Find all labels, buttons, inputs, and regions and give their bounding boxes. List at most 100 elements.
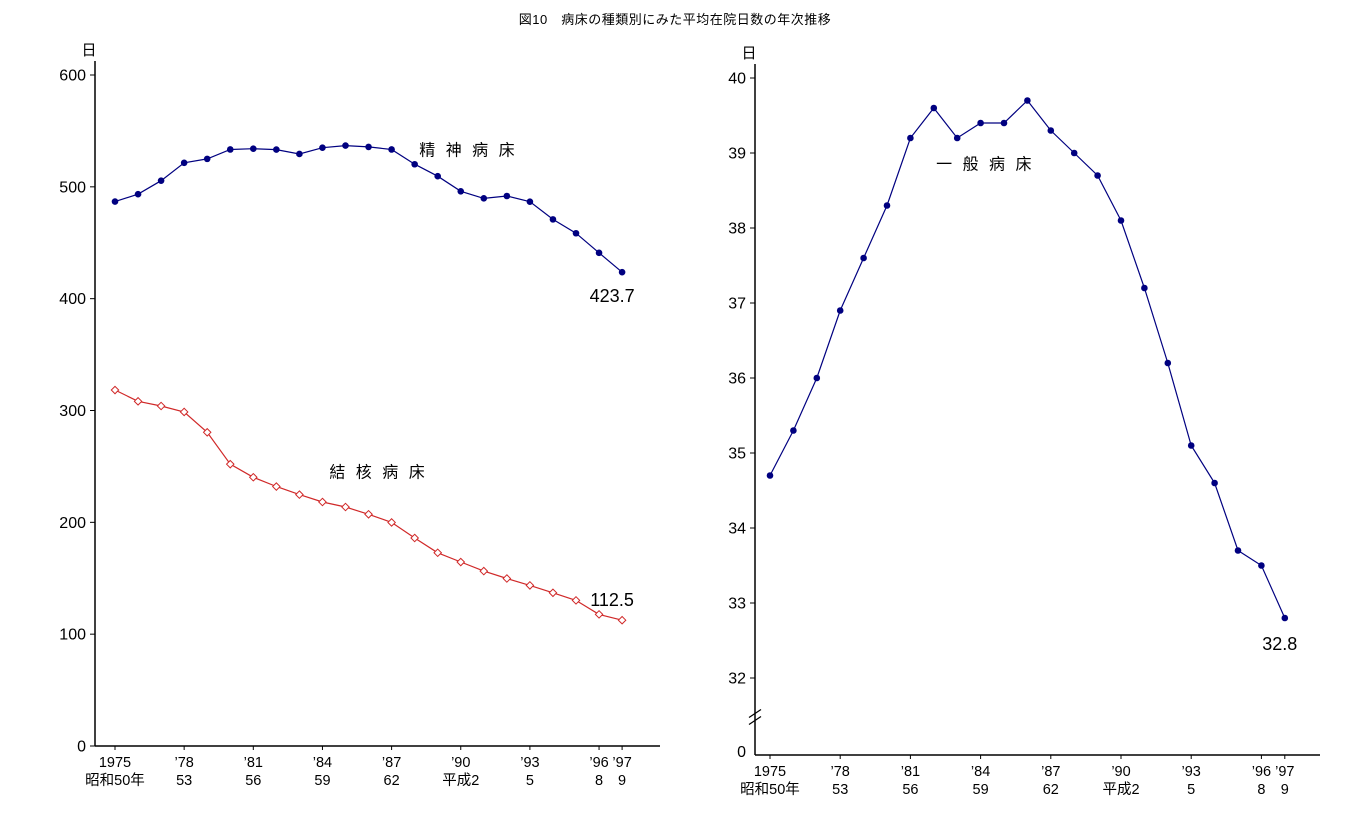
series-line (769, 99, 1286, 619)
end-value-label: 112.5 (590, 590, 634, 610)
data-point-marker (480, 195, 488, 202)
x-tick-era-label: 平成2 (442, 772, 479, 789)
data-point-marker (388, 146, 395, 153)
y-tick-label: 32 (728, 671, 746, 688)
x-tick-year-label: ’84 (971, 764, 990, 780)
y-tick-label: 36 (728, 371, 746, 388)
data-point-marker (618, 268, 626, 276)
data-point-marker (1024, 97, 1031, 104)
x-tick-year-label: ’81 (901, 764, 920, 780)
x-tick-era-label: 5 (526, 773, 534, 789)
x-tick-year-label: 1975 (99, 755, 131, 771)
data-point-marker (342, 142, 349, 149)
data-point-marker (1117, 217, 1125, 224)
data-point-marker (203, 155, 211, 163)
data-point-marker (364, 509, 373, 519)
data-point-marker (319, 144, 326, 151)
series-name-label: 結 核 病 床 (329, 464, 427, 482)
x-tick-year-label: ’78 (831, 764, 850, 780)
data-point-marker (1141, 284, 1148, 292)
x-tick-era-label: 9 (618, 773, 626, 789)
y-tick-label: 39 (728, 146, 746, 163)
data-point-marker (766, 472, 774, 479)
data-point-marker (365, 143, 372, 151)
series-psychiatric-beds: 精 神 病 床 423.7 (111, 142, 635, 306)
x-tick-era-label: 9 (1281, 782, 1289, 798)
y-zero-label: 0 (737, 744, 746, 761)
data-point-marker (387, 518, 397, 527)
data-point-marker (294, 490, 304, 500)
y-tick-label: 400 (59, 291, 86, 308)
x-tick-year-label: ’93 (520, 755, 539, 771)
series-name-label: 一 般 病 床 (936, 156, 1034, 174)
x-tick-era-label: 56 (245, 773, 261, 789)
y-tick-label: 33 (728, 596, 746, 613)
end-value-label: 423.7 (590, 286, 635, 306)
data-point-marker (930, 104, 938, 112)
y-tick-label: 37 (728, 296, 746, 313)
data-point-marker (1281, 614, 1289, 622)
data-point-marker (202, 427, 212, 437)
y-axis-unit-label: 日 (81, 42, 96, 59)
x-tick-year-label: ’96 (1252, 764, 1271, 780)
y-tick-label: 0 (77, 739, 86, 756)
axes (94, 61, 660, 747)
y-tick-label: 38 (728, 221, 746, 238)
data-point-marker (157, 177, 165, 184)
data-point-marker (456, 557, 466, 567)
series-tuberculosis-beds: 結 核 病 床 112.5 (110, 385, 634, 625)
data-point-marker (134, 190, 142, 198)
x-tick-year-label: ’78 (174, 755, 193, 771)
data-point-marker (549, 216, 557, 223)
x-tick-era-label: 62 (384, 773, 400, 789)
y-tick-label: 600 (59, 68, 86, 85)
data-point-marker (479, 566, 489, 576)
data-point-marker (225, 459, 235, 469)
data-point-marker (594, 609, 604, 619)
series-line (114, 144, 623, 273)
x-tick-era-label: 62 (1043, 782, 1059, 798)
data-point-marker (571, 595, 581, 605)
figure-title: 図10 病床の種類別にみた平均在院日数の年次推移 (518, 12, 832, 27)
x-tick-year-label: ’97 (1275, 764, 1294, 780)
x-tick-year-label: ’81 (244, 755, 263, 771)
y-axis-ticks: 600 500 400 300 200 100 0 (59, 68, 95, 756)
data-point-marker (179, 407, 189, 417)
x-tick-year-label: ’96 (589, 755, 608, 771)
data-point-marker (133, 396, 143, 406)
data-point-marker (595, 249, 603, 257)
y-axis-ticks: 40 39 38 37 36 35 34 33 32 0 (728, 71, 762, 761)
y-tick-label: 100 (59, 627, 86, 644)
y-tick-label: 200 (59, 515, 86, 532)
x-tick-era-label: 53 (832, 782, 848, 798)
data-point-marker (1000, 119, 1008, 127)
series-line (114, 389, 623, 621)
data-point-marker (1211, 479, 1218, 487)
x-tick-year-label: ’93 (1182, 764, 1201, 780)
data-point-marker (548, 588, 558, 598)
data-point-marker (156, 401, 166, 411)
x-tick-year-label: ’90 (451, 755, 470, 771)
axis-break-mark (748, 716, 762, 725)
data-point-marker (433, 548, 443, 558)
y-tick-label: 300 (59, 403, 86, 420)
data-point-marker (110, 385, 120, 395)
x-tick-year-label: ’97 (612, 755, 631, 771)
data-point-marker (977, 119, 984, 127)
data-point-marker (1234, 547, 1242, 554)
end-value-label: 32.8 (1262, 634, 1297, 654)
x-tick-era-label: 59 (973, 782, 989, 798)
x-tick-era-label: 昭和50年 (740, 781, 800, 798)
data-point-marker (180, 159, 188, 167)
data-point-marker (526, 198, 534, 206)
data-point-marker (502, 574, 512, 583)
data-point-marker (248, 472, 258, 482)
data-point-marker (1187, 442, 1195, 449)
data-point-marker (790, 427, 797, 434)
data-point-marker (907, 134, 914, 142)
y-axis-unit-label: 日 (741, 45, 756, 62)
data-point-marker (503, 192, 511, 200)
